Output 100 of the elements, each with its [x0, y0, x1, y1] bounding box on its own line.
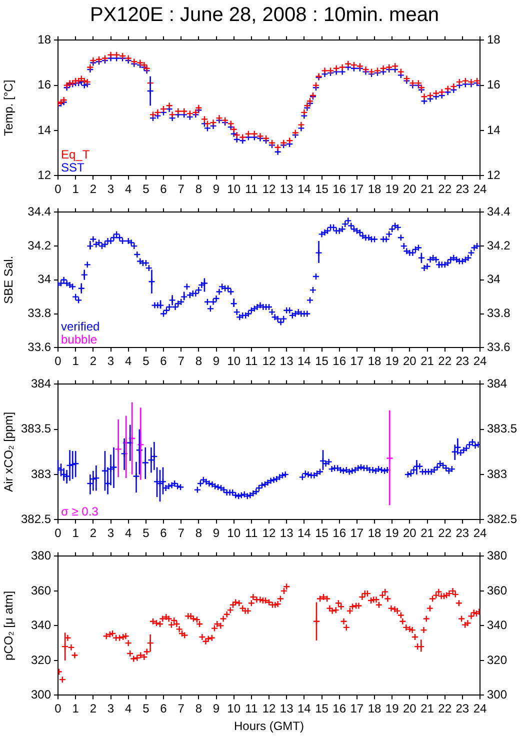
x-tick-label: 20: [402, 526, 417, 540]
x-tick-label: 2: [90, 702, 97, 716]
x-tick-label: 2: [90, 526, 97, 540]
x-tick-label: 9: [212, 702, 220, 716]
x-tick-label: 24: [473, 182, 487, 196]
x-tick-label: 16: [332, 182, 346, 196]
x-tick-label: 19: [385, 182, 400, 196]
x-tick-label: 14: [297, 182, 312, 196]
x-tick-label: 6: [160, 182, 168, 196]
y-axis-title: SBE Sal.: [2, 256, 16, 304]
y2-tick-label: 300: [487, 688, 508, 702]
y-tick-label: 33.6: [28, 340, 52, 354]
x-tick-label: 18: [368, 526, 382, 540]
x-axis-title: Hours (GMT): [234, 719, 304, 734]
series-label: verified: [61, 320, 100, 334]
x-tick-label: 1: [72, 702, 80, 716]
y-tick-label: 12: [38, 168, 52, 182]
y2-tick-label: 12: [487, 168, 501, 182]
x-tick-label: 15: [315, 354, 329, 368]
x-tick-label: 3: [107, 354, 114, 368]
y-tick-label: 14: [38, 122, 52, 137]
x-tick-label: 14: [297, 702, 312, 716]
y2-tick-label: 18: [487, 32, 501, 47]
x-tick-label: 19: [385, 702, 400, 716]
y2-tick-label: 34.2: [487, 238, 511, 252]
text: Eq_T: [61, 148, 90, 162]
x-tick-label: 10: [227, 182, 241, 196]
x-tick-label: 8: [195, 182, 202, 196]
y2-tick-label: 383: [487, 466, 508, 481]
y-tick-label: 360: [30, 583, 52, 598]
x-tick-label: 13: [280, 526, 294, 540]
x-tick-label: 24: [473, 702, 487, 716]
x-tick-label: 4: [124, 702, 132, 716]
x-tick-label: 21: [420, 526, 434, 540]
x-tick-label: 17: [350, 526, 364, 540]
x-tick-label: 9: [212, 526, 220, 540]
x-tick-label: 17: [350, 182, 364, 196]
x-tick-label: 22: [438, 354, 452, 368]
y2-tick-label: 382.5: [487, 512, 518, 526]
x-tick-label: 7: [178, 182, 185, 196]
x-tick-label: 8: [195, 526, 202, 540]
x-tick-label: 11: [245, 526, 258, 540]
y2-tick-label: 34: [487, 272, 501, 286]
y-tick-label: 34: [38, 272, 52, 286]
point: [386, 454, 394, 462]
x-tick-label: 23: [456, 702, 470, 716]
x-tick-label: 7: [178, 526, 185, 540]
x-tick-label: 5: [142, 354, 150, 368]
x-tick-label: 0: [54, 182, 62, 196]
x-tick-label: 23: [456, 182, 470, 196]
y2-tick-label: 33.6: [487, 340, 511, 354]
y2-tick-label: 380: [487, 548, 508, 563]
x-tick-label: 2: [90, 182, 97, 196]
x-tick-label: 14: [297, 526, 312, 540]
x-tick-label: 2: [90, 354, 97, 368]
x-tick-label: 13: [280, 702, 294, 716]
x-tick-label: 22: [438, 526, 452, 540]
x-tick-label: 15: [315, 702, 329, 716]
y-tick-label: 320: [30, 652, 52, 667]
text: SST: [61, 160, 86, 175]
x-tick-label: 12: [262, 702, 276, 716]
y-tick-label: 382.5: [20, 512, 52, 526]
x-tick-label: 11: [245, 182, 258, 196]
y2-tick-label: 16: [487, 78, 501, 92]
x-tick-label: 21: [420, 354, 434, 368]
x-tick-label: 18: [368, 182, 382, 196]
y-tick-label: 34.4: [28, 204, 52, 219]
y-axis-title: Temp. [°C]: [2, 80, 16, 136]
x-tick-label: 11: [245, 354, 258, 368]
x-tick-label: 24: [473, 354, 487, 368]
x-tick-label: 1: [72, 182, 80, 196]
y-tick-label: 16: [38, 78, 52, 92]
x-tick-label: 23: [456, 526, 470, 540]
x-tick-label: 6: [160, 526, 168, 540]
legend-label: bubble: [61, 332, 98, 347]
y-axis-title: Air xCO₂ [ppm]: [2, 412, 16, 492]
x-tick-label: 20: [402, 702, 417, 716]
y-tick-label: 34.2: [28, 238, 52, 252]
x-tick-label: 12: [262, 182, 276, 196]
x-tick-label: 1: [72, 354, 80, 368]
x-tick-label: 9: [212, 354, 220, 368]
x-tick-label: 9: [212, 182, 220, 196]
x-tick-label: 15: [315, 182, 329, 196]
x-tick-label: 0: [54, 526, 62, 540]
x-tick-label: 0: [54, 702, 62, 716]
x-tick-label: 5: [142, 526, 150, 540]
y-tick-label: 380: [30, 548, 52, 563]
x-tick-label: 12: [262, 526, 276, 540]
x-tick-label: 23: [456, 354, 470, 368]
x-tick-label: 11: [245, 702, 258, 716]
x-tick-label: 15: [315, 526, 329, 540]
x-tick-label: 17: [350, 354, 364, 368]
point: [137, 441, 144, 448]
x-tick-label: 22: [438, 182, 452, 196]
x-tick-label: 8: [195, 702, 202, 716]
x-tick-label: 6: [160, 702, 168, 716]
x-tick-label: 21: [420, 702, 434, 716]
x-tick-label: 24: [473, 526, 487, 540]
x-tick-label: 19: [385, 526, 400, 540]
y2-tick-label: 360: [487, 583, 508, 598]
